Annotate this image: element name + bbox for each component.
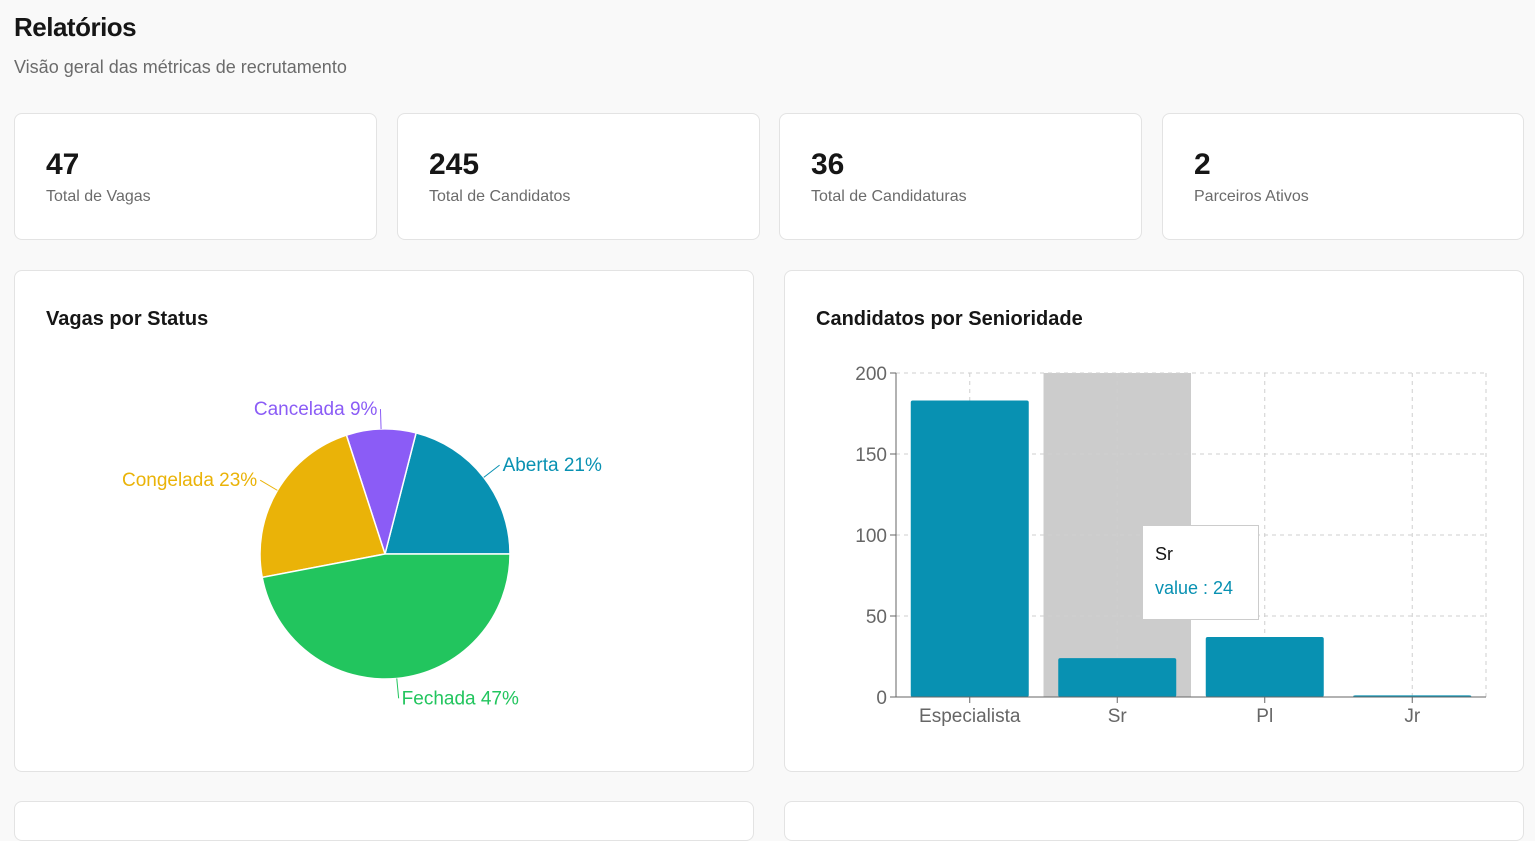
- stat-label: Total de Candidaturas: [811, 188, 967, 205]
- stat-card-candidatos: 245 Total de Candidatos: [397, 113, 760, 240]
- stat-label: Total de Vagas: [46, 188, 151, 205]
- chart-tooltip: Sr value : 24: [1142, 525, 1259, 620]
- pie-chart-card: Vagas por Status Aberta 21% Cancelada 9% C…: [14, 270, 754, 772]
- page-subtitle: Visão geral das métricas de recrutamento: [14, 57, 347, 77]
- stat-value: 47: [46, 148, 80, 181]
- bar-sr[interactable]: [1058, 658, 1177, 697]
- y-tick-label: 100: [855, 526, 887, 547]
- pie-label-aberta: Aberta 21%: [503, 455, 602, 476]
- page-title: Relatórios: [14, 12, 137, 42]
- x-tick-label-sr: Sr: [1108, 706, 1128, 727]
- pie-label-line: [483, 464, 500, 478]
- y-tick-label: 200: [855, 364, 887, 385]
- pie-slice-fechada[interactable]: [261, 553, 511, 680]
- pie-chart-title: Vagas por Status: [46, 308, 209, 330]
- pie-label-line: [259, 479, 278, 491]
- bottom-card-left: [14, 801, 754, 841]
- pie-label-line: [379, 409, 382, 430]
- pie-label-cancelada: Cancelada 9%: [254, 399, 378, 420]
- bar-chart: 0 50 100 150 200 Especialista Sr Pl Jr: [855, 364, 1487, 727]
- x-tick-label-especialista: Especialista: [919, 706, 1021, 727]
- pie-label-line: [396, 678, 400, 699]
- stat-label: Total de Candidatos: [429, 188, 571, 205]
- x-tick-label-pl: Pl: [1256, 706, 1273, 727]
- tooltip-label: Sr: [1155, 544, 1173, 564]
- tooltip-value: value : 24: [1155, 578, 1234, 598]
- stat-card-candidaturas: 36 Total de Candidaturas: [779, 113, 1142, 240]
- bar-pl[interactable]: [1205, 637, 1324, 697]
- bar-chart-title: Candidatos por Senioridade: [816, 308, 1083, 330]
- bar-especialista[interactable]: [910, 400, 1029, 697]
- stat-card-vagas: 47 Total de Vagas: [14, 113, 377, 240]
- stat-value: 245: [429, 148, 480, 181]
- pie-label-fechada: Fechada 47%: [402, 688, 519, 709]
- bar-chart-card: Candidatos por Senioridade 0 50 100 150 200 E…: [784, 270, 1524, 772]
- stat-value: 36: [811, 148, 845, 181]
- y-tick-label: 150: [855, 445, 887, 466]
- stat-label: Parceiros Ativos: [1194, 188, 1309, 205]
- pie-label-congelada: Congelada 23%: [122, 470, 257, 491]
- stat-value: 2: [1194, 148, 1211, 181]
- pie-chart: Aberta 21% Cancelada 9% Congelada 23% Fecha…: [122, 399, 602, 709]
- x-tick-label-jr: Jr: [1404, 706, 1421, 727]
- y-tick-label: 0: [876, 688, 887, 709]
- y-tick-label: 50: [866, 607, 887, 628]
- bottom-card-right: [784, 801, 1524, 841]
- stat-card-parceiros: 2 Parceiros Ativos: [1162, 113, 1524, 240]
